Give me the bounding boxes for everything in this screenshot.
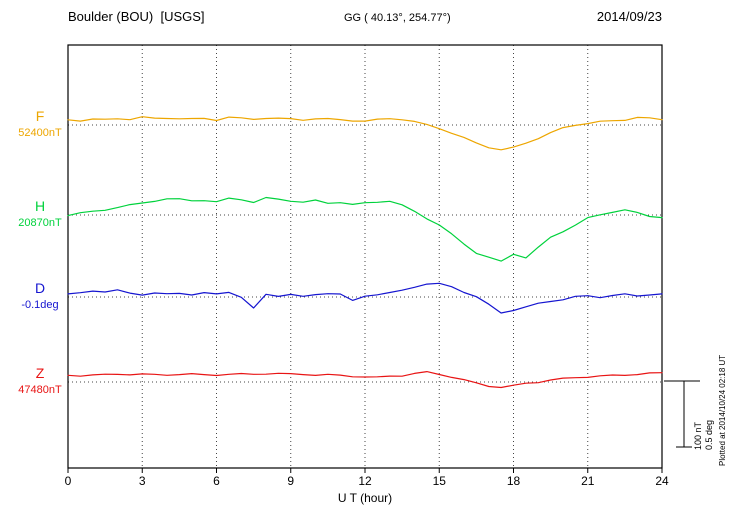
x-tick-label: 24: [655, 474, 669, 488]
trace-H: [67, 196, 663, 262]
trace-D: [67, 282, 663, 314]
trace-label-D: D: [34, 280, 46, 296]
plot-date: 2014/09/23: [596, 9, 662, 24]
observatory-title: Boulder (BOU) [USGS]: [68, 9, 205, 24]
trace-baseline-value-F: 52400nT: [18, 127, 62, 139]
x-tick-label: 18: [507, 474, 521, 488]
trace-F: [67, 116, 663, 151]
trace-label-Z: Z: [35, 365, 45, 381]
amplitude-scale-bar: [664, 380, 700, 448]
trace-baseline-value-Z: 47480nT: [18, 384, 62, 396]
trace-Z: [67, 371, 663, 389]
trace-label-F: F: [35, 108, 45, 124]
plotted-at-note: Plotted at 2014/10/24 02:18 UT: [718, 355, 727, 466]
scale-05deg-label: 0.5 deg: [704, 420, 714, 450]
plot-border: [67, 44, 663, 469]
x-tick-label: 15: [433, 474, 447, 488]
x-tick-label: 0: [65, 474, 72, 488]
trace-baseline-value-H: 20870nT: [18, 217, 62, 229]
x-tick-label: 9: [287, 474, 294, 488]
trace-label-H: H: [34, 198, 46, 214]
x-tick-label: 3: [139, 474, 146, 488]
trace-baseline-value-D: -0.1deg: [21, 299, 59, 311]
x-tick-label: 21: [581, 474, 595, 488]
x-tick-label: 6: [213, 474, 220, 488]
x-axis-label: U T (hour): [337, 491, 393, 505]
x-tick-label: 12: [358, 474, 372, 488]
geographic-coordinates: GG ( 40.13°, 254.77°): [344, 12, 451, 24]
scale-100nt-label: 100 nT: [693, 421, 703, 450]
